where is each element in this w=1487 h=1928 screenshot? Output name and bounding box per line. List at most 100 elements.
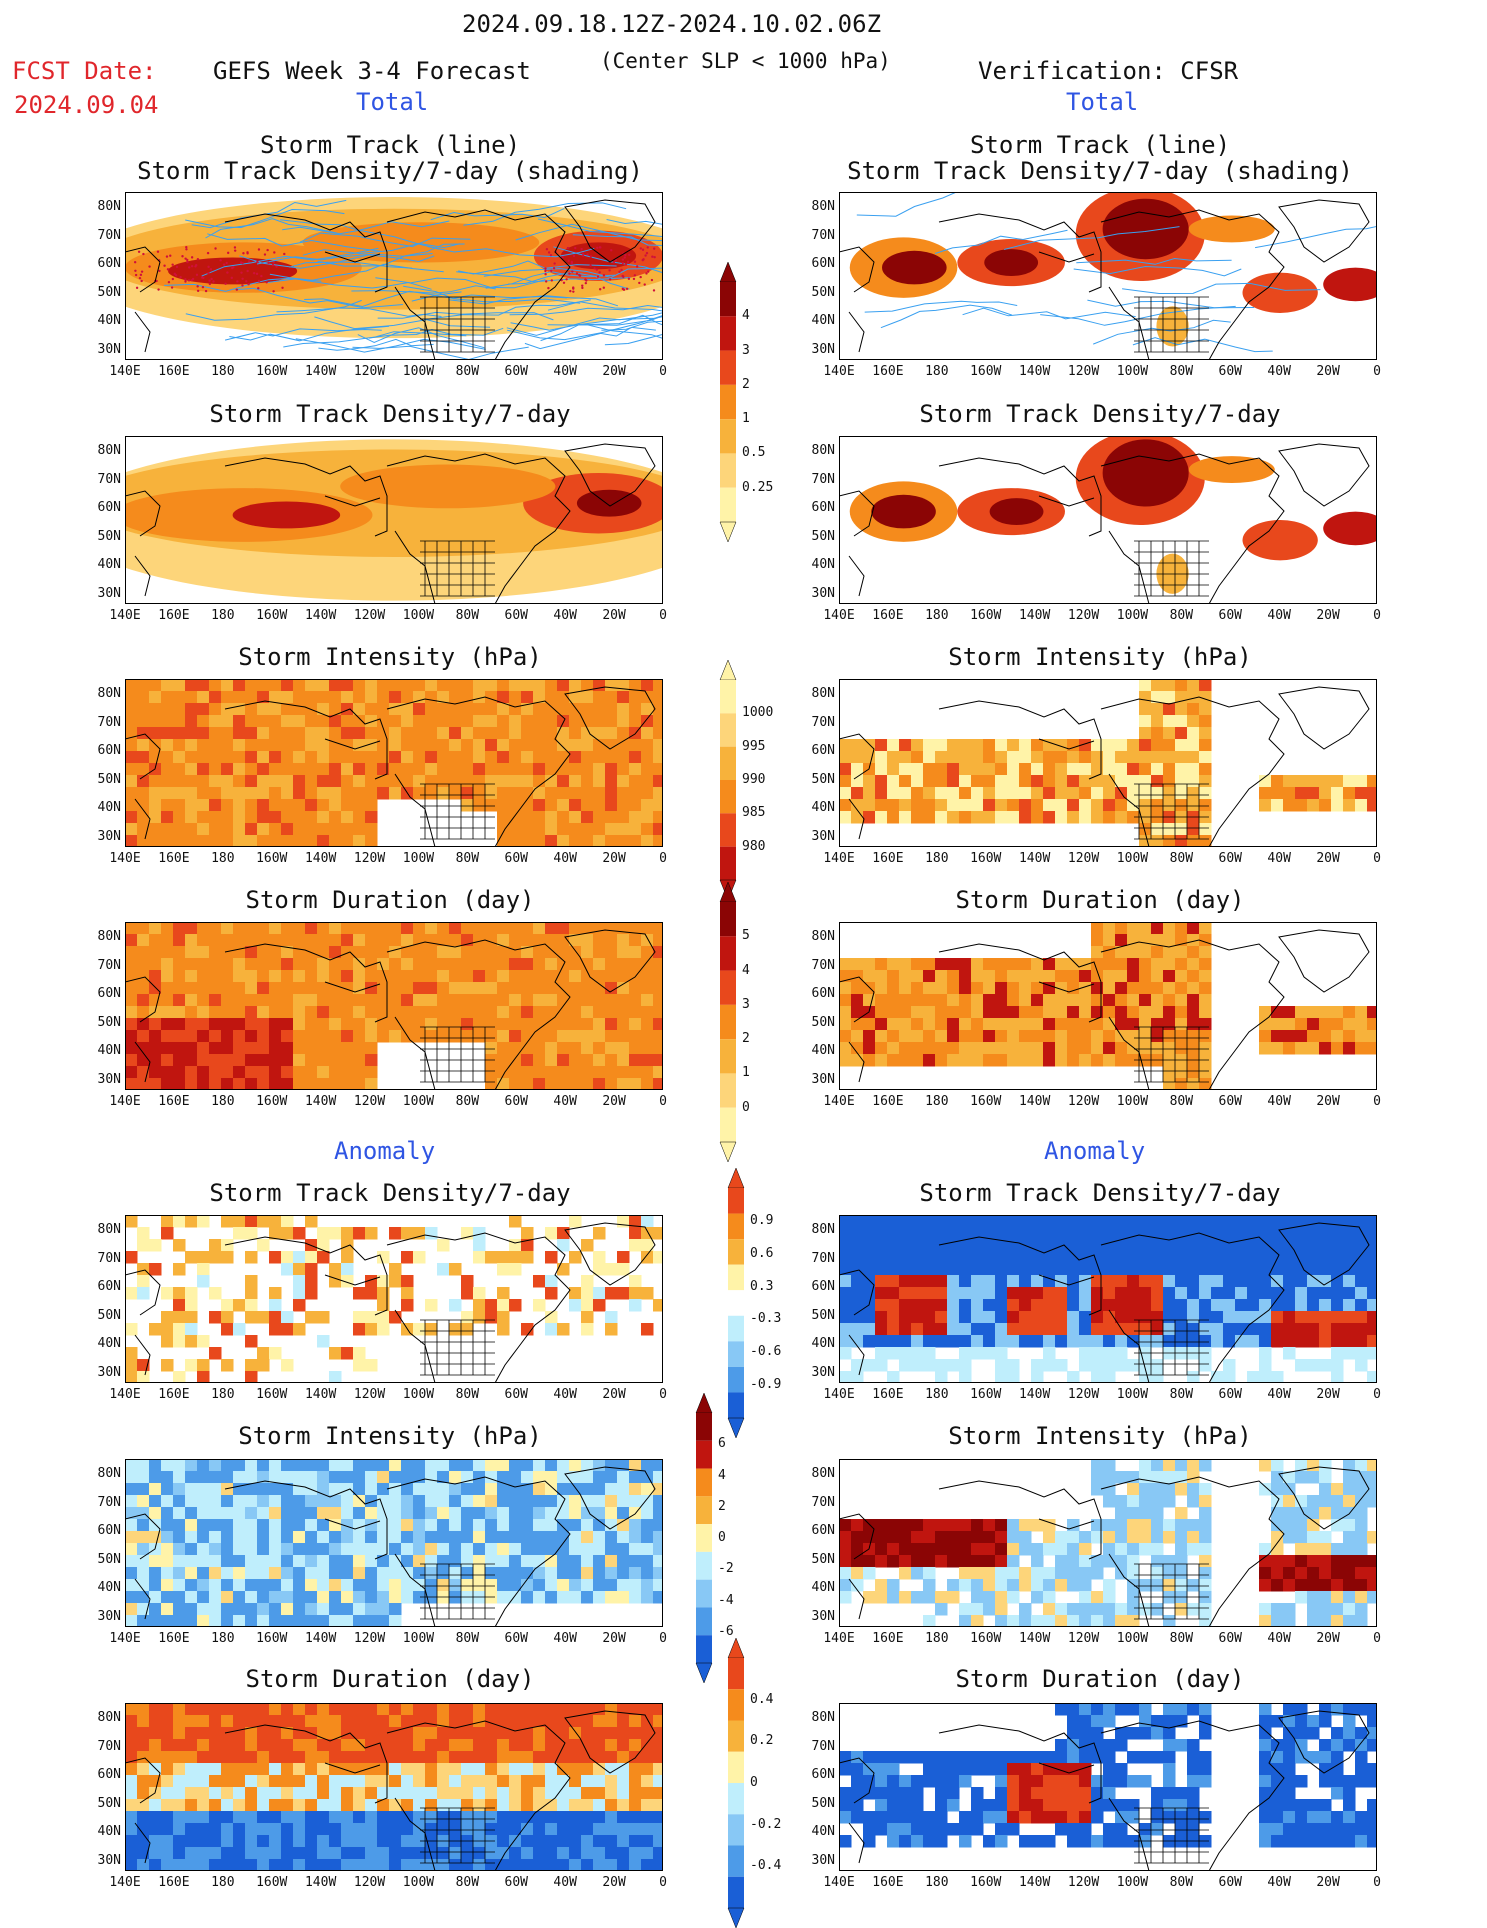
grid-cell xyxy=(1151,1459,1164,1472)
grid-cell xyxy=(1271,1555,1284,1568)
grid-cell xyxy=(641,787,654,800)
grid-cell xyxy=(1307,1615,1320,1627)
grid-cell xyxy=(173,775,186,788)
grid-cell xyxy=(317,958,330,971)
grid-cell xyxy=(911,811,924,824)
grid-cell xyxy=(197,1775,210,1788)
grid-cell xyxy=(1199,1263,1212,1276)
grid-cell xyxy=(557,1042,570,1055)
grid-cell xyxy=(509,715,522,728)
grid-cell xyxy=(149,835,162,847)
grid-cell xyxy=(257,1579,270,1592)
grid-cell xyxy=(1007,1299,1020,1312)
track-point xyxy=(135,274,137,276)
grid-cell xyxy=(1007,1227,1020,1240)
grid-cell xyxy=(473,946,486,959)
grid-cell xyxy=(911,1323,924,1336)
grid-cell xyxy=(1019,1751,1032,1764)
grid-cell xyxy=(425,1859,438,1871)
grid-cell xyxy=(1103,811,1116,824)
grid-cell xyxy=(569,1799,582,1812)
grid-cell xyxy=(887,1215,900,1228)
grid-cell xyxy=(509,1751,522,1764)
grid-cell xyxy=(1187,922,1200,935)
grid-cell xyxy=(173,1078,186,1090)
grid-cell xyxy=(1175,1066,1188,1079)
grid-cell xyxy=(1319,1251,1332,1264)
grid-cell xyxy=(1175,1299,1188,1312)
grid-cell xyxy=(185,679,198,692)
grid-cell xyxy=(317,1531,330,1544)
grid-cell xyxy=(125,1018,138,1031)
grid-cell xyxy=(545,787,558,800)
grid-cell xyxy=(1187,1603,1200,1616)
grid-cell xyxy=(1163,1006,1176,1019)
grid-cell xyxy=(1331,1335,1344,1348)
grid-cell xyxy=(293,691,306,704)
field xyxy=(125,679,663,847)
grid-cell xyxy=(1055,1239,1068,1252)
grid-cell xyxy=(641,1799,654,1812)
grid-cell xyxy=(1283,1787,1296,1800)
grid-cell xyxy=(221,1763,234,1776)
grid-cell xyxy=(173,1567,186,1580)
map-duration-verif-svg xyxy=(839,922,1377,1090)
grid-cell xyxy=(1343,1775,1356,1788)
grid-cell xyxy=(125,1054,138,1067)
grid-cell xyxy=(449,775,462,788)
grid-cell xyxy=(125,823,138,836)
grid-cell xyxy=(569,994,582,1007)
grid-cell xyxy=(1199,1042,1212,1055)
grid-cell xyxy=(995,958,1008,971)
grid-cell xyxy=(1175,1239,1188,1252)
grid-cell xyxy=(353,1006,366,1019)
map-density-verif-svg xyxy=(839,436,1377,604)
grid-cell xyxy=(173,982,186,995)
grid-cell xyxy=(305,1507,318,1520)
track-point xyxy=(272,264,274,266)
grid-cell xyxy=(617,1727,630,1740)
grid-cell xyxy=(1079,970,1092,983)
grid-cell xyxy=(401,1763,414,1776)
grid-cell xyxy=(185,982,198,995)
grid-cell xyxy=(569,970,582,983)
grid-cell xyxy=(1151,1567,1164,1580)
grid-cell xyxy=(1151,1555,1164,1568)
grid-cell xyxy=(581,775,594,788)
grid-cell xyxy=(1079,1359,1092,1372)
grid-cell xyxy=(1355,1471,1368,1484)
grid-cell xyxy=(545,1251,558,1264)
grid-cell xyxy=(353,1078,366,1090)
grid-cell xyxy=(305,1615,318,1627)
grid-cell xyxy=(245,1507,258,1520)
grid-cell xyxy=(401,958,414,971)
grid-cell xyxy=(233,727,246,740)
grid-cell xyxy=(959,1287,972,1300)
grid-cell xyxy=(533,739,546,752)
grid-cell xyxy=(257,1483,270,1496)
grid-cell xyxy=(971,787,984,800)
grid-cell xyxy=(149,823,162,836)
grid-cell xyxy=(641,1555,654,1568)
grid-cell xyxy=(293,1811,306,1824)
grid-cell xyxy=(473,703,486,716)
grid-cell xyxy=(533,811,546,824)
grid-cell xyxy=(971,1615,984,1627)
grid-cell xyxy=(1127,1006,1140,1019)
grid-cell xyxy=(1355,1507,1368,1520)
grid-cell xyxy=(317,1054,330,1067)
grid-cell xyxy=(1271,1311,1284,1324)
grid-cell xyxy=(899,1799,912,1812)
grid-cell xyxy=(449,1751,462,1764)
grid-cell xyxy=(1187,958,1200,971)
grid-cell xyxy=(377,1835,390,1848)
grid-cell xyxy=(1355,1763,1368,1776)
grid-cell xyxy=(485,1030,498,1043)
track-point xyxy=(188,266,190,268)
grid-cell xyxy=(1175,1078,1188,1090)
grid-cell xyxy=(485,703,498,716)
grid-cell xyxy=(1259,1359,1272,1372)
grid-cell xyxy=(437,1751,450,1764)
grid-cell xyxy=(485,727,498,740)
grid-cell xyxy=(161,1018,174,1031)
